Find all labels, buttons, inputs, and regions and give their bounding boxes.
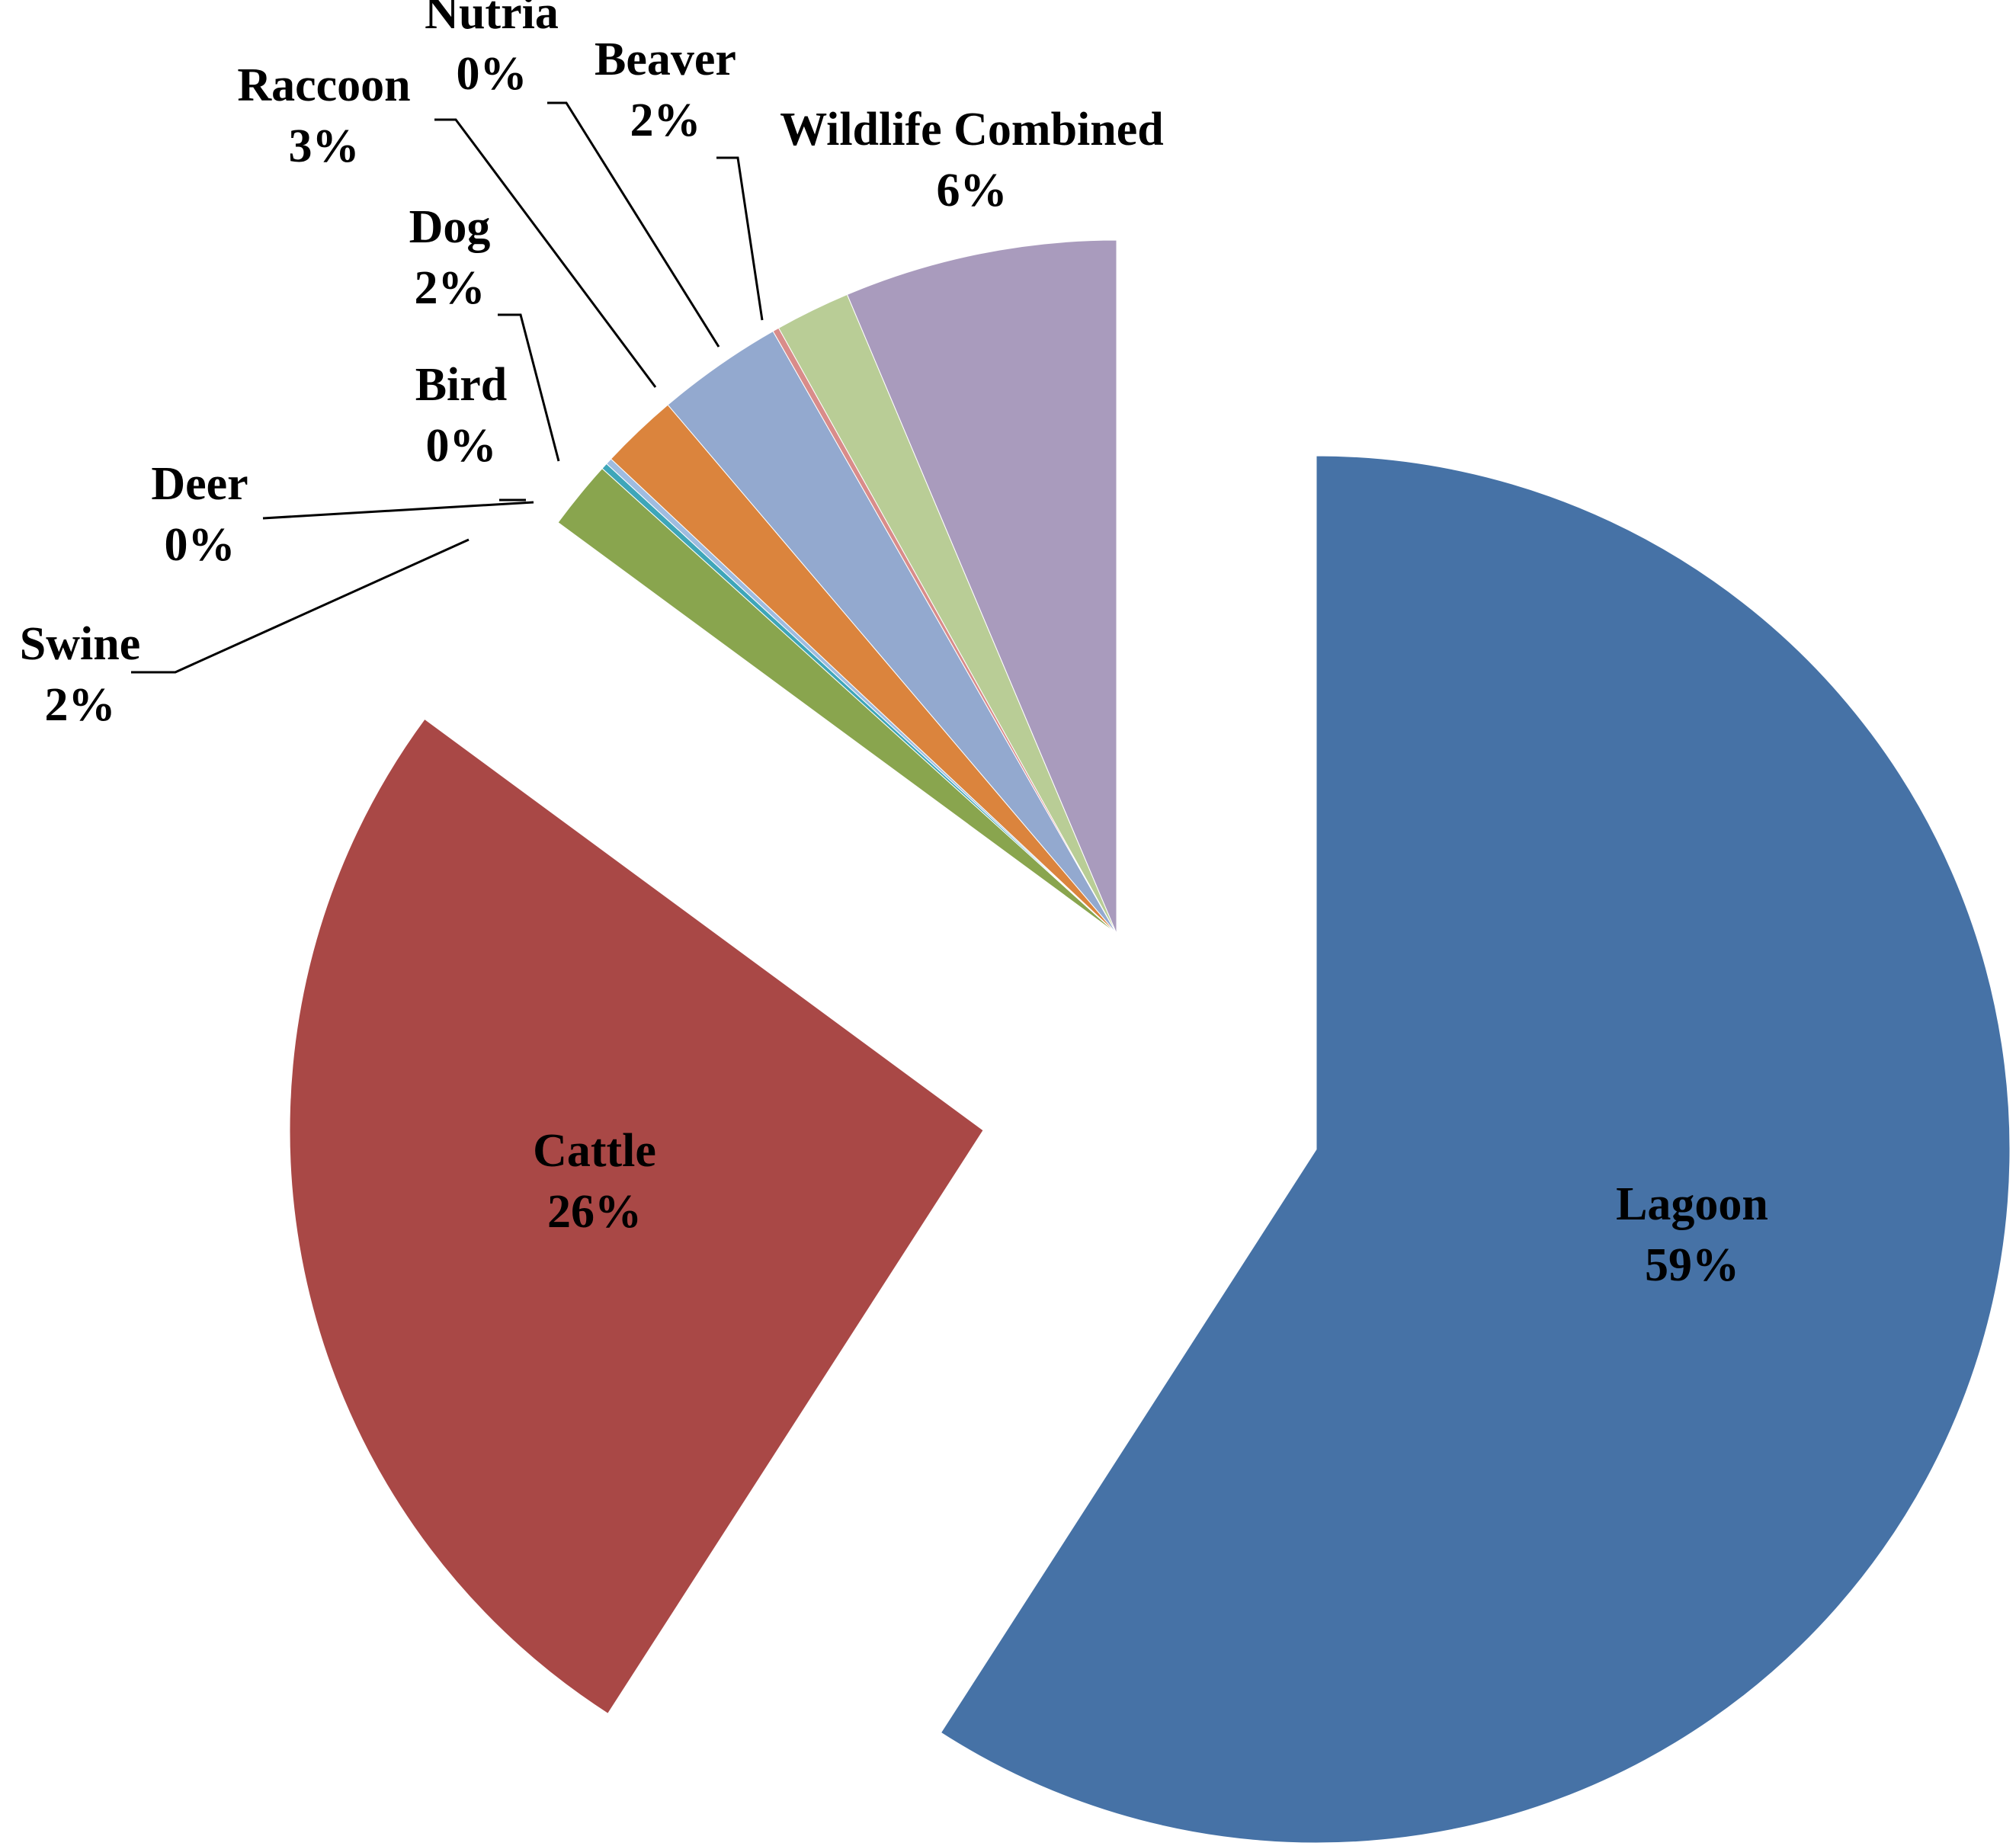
data-label-lagoon: Lagoon 59% (1616, 1178, 1768, 1291)
leader-line-swine (131, 538, 470, 674)
data-label-pct-nutria: 0% (457, 48, 527, 100)
data-label-pct-raccoon: 3% (289, 120, 360, 172)
pie-slice-lagoon (940, 455, 2011, 1844)
data-label-name-lagoon: Lagoon (1616, 1178, 1768, 1230)
data-label-swine: Swine 2% (20, 618, 140, 731)
data-label-pct-bird: 0% (426, 420, 497, 472)
data-label-name-nutria: Nutria (425, 0, 559, 39)
data-label-pct-dog: 2% (415, 262, 486, 314)
leader-line-deer (262, 501, 534, 520)
data-label-cattle: Cattle 26% (533, 1125, 656, 1238)
labels-layer: Lagoon 59% Cattle 26% Swine 2% Deer 0% Bird 0% Dog… (20, 0, 1768, 1291)
data-label-pct-swine: 2% (45, 679, 116, 731)
data-label-name-wildlife-combined: Wildlife Combined (780, 104, 1164, 155)
data-label-raccoon: Raccoon 3% (237, 59, 410, 172)
data-label-pct-cattle: 26% (547, 1186, 642, 1238)
data-label-beaver: Beaver 2% (595, 34, 736, 146)
data-label-bird: Bird 0% (415, 359, 508, 472)
data-label-pct-wildlife-combined: 6% (937, 165, 1008, 216)
pie-slice-cattle (289, 718, 984, 1714)
data-label-name-bird: Bird (415, 359, 508, 411)
leader-line-nutria (547, 101, 720, 348)
data-label-name-cattle: Cattle (533, 1125, 656, 1177)
data-label-nutria: Nutria 0% (425, 0, 559, 100)
leader-lines-layer (131, 101, 764, 674)
data-label-pct-deer: 0% (165, 519, 236, 571)
data-label-pct-beaver: 2% (630, 95, 701, 146)
leader-line-dog (498, 313, 560, 462)
slices-layer (289, 239, 2011, 1844)
pie-slice-wildlife-combined (846, 239, 1117, 934)
leader-line-raccoon (434, 118, 657, 388)
leader-line-beaver (716, 156, 764, 321)
data-label-name-swine: Swine (20, 618, 140, 670)
data-label-wildlife-combined: Wildlife Combined 6% (780, 104, 1164, 216)
data-label-name-beaver: Beaver (595, 34, 736, 85)
data-label-name-dog: Dog (409, 201, 491, 253)
data-label-name-raccoon: Raccoon (237, 59, 410, 111)
data-label-name-deer: Deer (151, 458, 248, 510)
data-label-deer: Deer 0% (151, 458, 248, 571)
data-label-pct-lagoon: 59% (1645, 1239, 1739, 1291)
data-label-dog: Dog 2% (409, 201, 491, 314)
